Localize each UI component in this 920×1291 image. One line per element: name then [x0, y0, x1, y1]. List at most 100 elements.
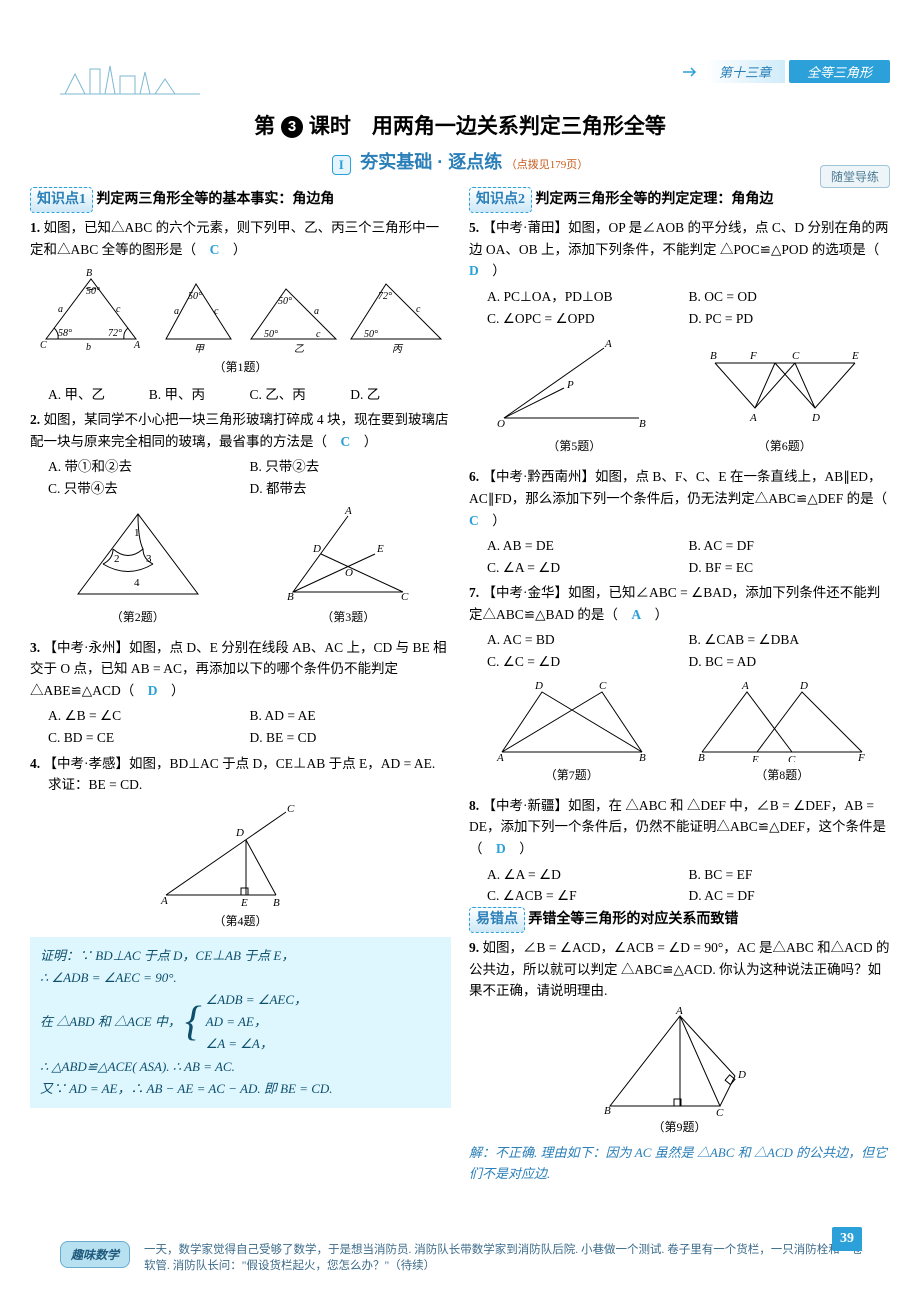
q9-figure: A B C D [590, 1006, 770, 1116]
svg-text:c: c [214, 306, 219, 317]
q9-caption: （第9题） [469, 1118, 890, 1137]
q2-answer: C [341, 434, 351, 449]
svg-text:O: O [345, 567, 353, 579]
chapter-title: 全等三角形 [789, 60, 890, 83]
svg-text:D: D [235, 827, 244, 839]
question-1: 1. 如图，已知△ABC 的六个元素，则下列甲、乙、丙三个三角形中一定和△ABC… [30, 217, 451, 260]
q2-optA: A. 带①和②去 [48, 456, 250, 478]
svg-text:A: A [749, 412, 757, 424]
svg-text:甲: 甲 [194, 344, 205, 354]
q8-optD: D. AC = DF [689, 885, 891, 907]
q2-figure: 1 2 3 4 [58, 504, 218, 604]
svg-text:A: A [741, 680, 749, 692]
svg-text:58°: 58° [58, 328, 72, 339]
svg-text:乙: 乙 [294, 344, 304, 354]
svg-text:50°: 50° [364, 329, 378, 340]
banner-hint: （点拨见179页） [506, 159, 589, 171]
svg-text:50°: 50° [86, 286, 100, 297]
q7-optD: D. BC = AD [689, 651, 891, 673]
question-9: 9. 如图，∠B = ∠ACD，∠ACB = ∠D = 90°，AC 是△ABC… [469, 937, 890, 1002]
q3-answer: D [148, 683, 158, 698]
q6-optC: C. ∠A = ∠D [487, 557, 689, 579]
chapter-tab: 第十三章 [705, 60, 785, 83]
q2-close: ） [350, 434, 377, 449]
svg-text:C: C [287, 803, 295, 815]
q1-figure: B C A a c b 50° 58° 72° 50° c a 甲 [36, 264, 446, 354]
side-tag: 随堂导练 [820, 165, 890, 188]
kp2-label: 知识点2 [469, 187, 532, 213]
banner-box: I [332, 155, 351, 175]
proof-box: 证明：∵ BD⊥AC 于点 D，CE⊥AB 于点 E， ∴ ∠ADB = ∠AE… [30, 937, 451, 1108]
svg-text:C: C [599, 680, 607, 692]
q8-figure: B E C F A D [692, 677, 872, 762]
q2-caption: （第2题） [58, 608, 218, 627]
q5-figure: O A B P [489, 333, 659, 433]
q1-optB: B. 甲、丙 [149, 384, 250, 406]
svg-text:b: b [86, 342, 91, 353]
kp1-title: 判定两三角形全等的基本事实：角边角 [96, 190, 334, 206]
svg-text:E: E [240, 897, 248, 909]
svg-text:A: A [133, 340, 141, 351]
svg-text:B: B [639, 752, 646, 762]
svg-text:A: A [604, 338, 612, 350]
q1-optC: C. 乙、丙 [250, 384, 351, 406]
q5-optC: C. ∠OPC = ∠OPD [487, 308, 689, 330]
q5-answer: D [469, 263, 479, 278]
lesson-prefix: 第 [254, 115, 275, 138]
lesson-main-title: 用两角一边关系判定三角形全等 [372, 115, 666, 138]
q1-optD: D. 乙 [350, 384, 451, 406]
q5-optB: B. OC = OD [689, 286, 891, 308]
q9-solution: 解：不正确. 理由如下：因为 AC 虽然是 △ABC 和 △ACD 的公共边，但… [469, 1143, 890, 1185]
kp1-label: 知识点1 [30, 187, 93, 213]
svg-text:B: B [604, 1105, 611, 1116]
svg-text:C: C [716, 1107, 724, 1116]
svg-text:A: A [496, 752, 504, 762]
q7-optC: C. ∠C = ∠D [487, 651, 689, 673]
svg-text:C: C [401, 591, 409, 603]
q1-close: ） [219, 242, 246, 257]
svg-text:D: D [737, 1069, 746, 1081]
q4-caption: （第4题） [30, 912, 451, 931]
q6-optA: A. AB = DE [487, 535, 689, 557]
q9-text: 如图，∠B = ∠ACD，∠ACB = ∠D = 90°，AC 是△ABC 和△… [469, 940, 889, 998]
q3-optC: C. BD = CE [48, 727, 250, 749]
q8-optB: B. BC = EF [689, 864, 891, 886]
q7-caption: （第7题） [487, 766, 657, 785]
proof-brace2: AD = AE， [206, 1011, 307, 1033]
svg-text:B: B [86, 268, 92, 279]
chapter-header: 第十三章 全等三角形 [681, 60, 890, 83]
svg-text:E: E [376, 543, 384, 555]
q7-optB: B. ∠CAB = ∠DBA [689, 629, 891, 651]
q6-figure: B F C E A D [700, 333, 870, 433]
svg-text:4: 4 [134, 577, 140, 589]
svg-text:B: B [710, 350, 717, 362]
svg-text:A: A [675, 1006, 683, 1017]
svg-text:50°: 50° [188, 291, 202, 302]
svg-text:3: 3 [146, 553, 152, 565]
q8-caption: （第8题） [692, 766, 872, 785]
proof-l5: 又∵ AD = AE，∴ AB − AE = AC − AD. 即 BE = C… [40, 1078, 441, 1100]
q3-optB: B. AD = AE [250, 705, 452, 727]
q7-close: ） [641, 607, 668, 622]
proof-l2: ∴ ∠ADB = ∠AEC = 90°. [40, 967, 441, 989]
lesson-title: 第 3 课时 用两角一边关系判定三角形全等 [30, 110, 890, 140]
q4-text: 【中考·孝感】如图，BD⊥AC 于点 D，CE⊥AB 于点 E，AD = AE. [44, 756, 436, 771]
svg-text:C: C [792, 350, 800, 362]
svg-text:B: B [287, 591, 294, 603]
svg-text:F: F [749, 350, 757, 362]
question-3: 3. 【中考·永州】如图，点 D、E 分别在线段 AB、AC 上，CD 与 BE… [30, 637, 451, 702]
svg-text:a: a [174, 306, 179, 317]
svg-text:c: c [316, 329, 321, 340]
q3-close: ） [157, 683, 184, 698]
lesson-number-circle: 3 [281, 116, 303, 138]
q3-caption: （第3题） [273, 608, 423, 627]
q6-text: 【中考·黔西南州】如图，点 B、F、C、E 在一条直线上，AB∥ED，AC∥FD… [469, 469, 901, 506]
q6-answer: C [469, 513, 479, 528]
svg-text:D: D [799, 680, 808, 692]
proof-l3: 在 △ABD 和 △ACE 中， [40, 1011, 181, 1033]
section-banner: I 夯实基础 · 逐点练 （点拨见179页） [30, 148, 890, 175]
svg-text:C: C [788, 754, 796, 762]
right-column: 知识点2 判定两三角形全等的判定定理：角角边 5. 【中考·莆田】如图，OP 是… [469, 187, 890, 1185]
svg-text:D: D [312, 543, 321, 555]
q6-optD: D. BF = EC [689, 557, 891, 579]
